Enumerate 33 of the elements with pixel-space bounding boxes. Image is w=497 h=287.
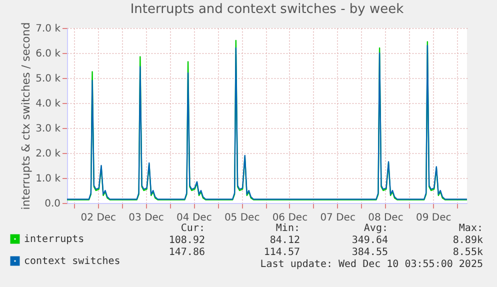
x-tick-label: 03 Dec xyxy=(128,212,164,224)
y-tick-label: 0.0 xyxy=(44,198,60,210)
text: 8.89k xyxy=(452,235,483,246)
y-axis-title: interrupts & ctx switches / second xyxy=(20,22,33,210)
x-tick-label: 04 Dec xyxy=(176,212,212,224)
y-tick-label: 6.0 k xyxy=(36,48,61,60)
legend-label: interrupts xyxy=(24,234,84,245)
text: Last update: Wed Dec 10 03:55:00 2025 xyxy=(260,259,483,270)
text: Cur: xyxy=(180,223,205,234)
y-tick-label: 7.0 k xyxy=(36,24,61,34)
x-tick-label: 02 Dec xyxy=(80,212,116,224)
text: 147.86 xyxy=(168,247,205,258)
text: 108.92 xyxy=(168,235,205,246)
text: Avg: xyxy=(364,223,388,234)
y-tick-label: 5.0 k xyxy=(36,74,61,84)
text: 114.57 xyxy=(264,247,300,258)
text: 84.12 xyxy=(270,235,300,246)
y-tick-label: 4.0 k xyxy=(36,98,61,110)
legend-label: context switches xyxy=(24,256,120,267)
x-tick-label: 06 Dec xyxy=(272,212,308,224)
x-tick-label: 08 Dec xyxy=(368,212,404,224)
y-tick-label: 2.0 k xyxy=(36,148,61,160)
chart-title: Interrupts and context switches - by week xyxy=(130,2,404,17)
x-tick-label: 09 Dec xyxy=(416,212,452,224)
x-tick-label: 07 Dec xyxy=(320,212,356,224)
text: 8.55k xyxy=(452,247,483,258)
text: Min: xyxy=(276,223,300,234)
y-tick-label: 3.0 k xyxy=(36,124,61,134)
text: Max: xyxy=(458,223,483,234)
y-tick-label: 1.0 k xyxy=(36,174,61,184)
text: 349.64 xyxy=(352,235,388,246)
x-tick-label: 05 Dec xyxy=(224,212,260,224)
text: 384.55 xyxy=(352,247,388,258)
